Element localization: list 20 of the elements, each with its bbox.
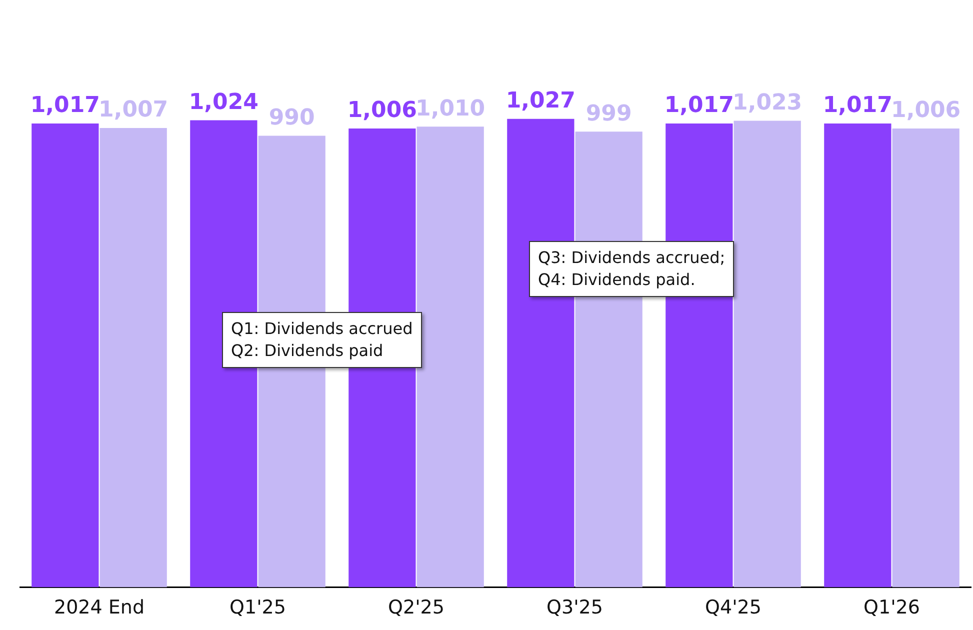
data-label: 1,010 <box>416 96 486 122</box>
x-tick-label: 2024 End <box>54 596 145 619</box>
x-tick-label: Q1'26 <box>864 596 920 619</box>
x-tick-label: Q3'25 <box>546 596 603 619</box>
data-label: 1,024 <box>188 90 258 115</box>
x-tick-label: Q2'25 <box>388 596 444 619</box>
data-label: 1,006 <box>347 98 417 124</box>
data-label: 999 <box>586 101 632 126</box>
annotation: Q3: Dividends accrued; Q4: Dividends paid. <box>529 241 734 297</box>
data-label: 1,006 <box>891 98 961 124</box>
data-label: 990 <box>268 105 315 130</box>
data-label: 1,017 <box>822 93 892 118</box>
data-label: 1,017 <box>30 93 100 118</box>
x-tick-label: Q4'25 <box>705 596 762 619</box>
data-label: 1,023 <box>732 90 802 116</box>
data-label: 1,017 <box>664 93 734 118</box>
data-label: 1,027 <box>506 88 576 114</box>
x-tick-label: Q1'25 <box>230 596 286 619</box>
data-label: 1,007 <box>98 98 168 123</box>
annotation: Q1: Dividends accrued Q2: Dividends paid <box>222 312 422 368</box>
